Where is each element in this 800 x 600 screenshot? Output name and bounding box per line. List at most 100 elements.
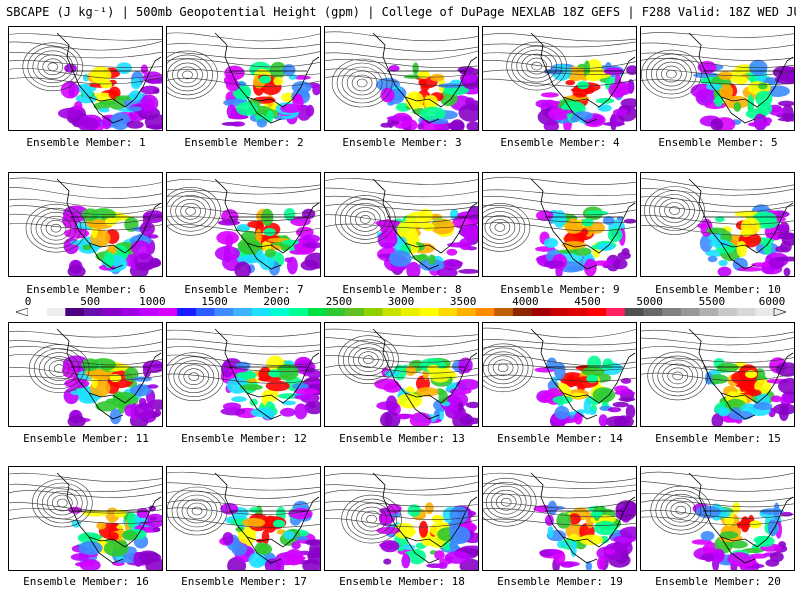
coastlines [530,178,636,270]
coastlines [688,32,794,124]
sbcape-shading [62,355,162,426]
sbcape-height-map [167,32,320,128]
sbcape-height-map [9,472,162,570]
sbcape-height-map [325,178,478,276]
colorbar-max-arrow [773,308,786,316]
colorbar-strip [16,308,786,316]
height-contours [167,329,320,401]
height-contours [641,178,794,236]
colorbar-segment [587,308,607,316]
ensemble-member-map [482,26,637,131]
ensemble-member-map [640,322,795,427]
colorbar-segment [438,308,458,316]
sbcape-height-map [641,471,794,570]
sbcape-height-map [325,328,478,426]
ensemble-member-map [166,172,321,277]
colorbar-segment [270,308,290,316]
height-contours [483,176,636,252]
colorbar-segment [363,308,383,316]
ensemble-member-label: Ensemble Member: 19 [497,575,623,588]
colorbar-tick-label: 5500 [698,295,726,308]
ensemble-member-map [482,466,637,571]
colorbar-tick-label: 4500 [574,295,601,308]
ensemble-member-label: Ensemble Member: 14 [497,432,623,445]
page-title: SBCAPE (J kg⁻¹) | 500mb Geopotential Hei… [6,5,796,19]
colorbar-min-arrow [16,308,29,316]
colorbar-segment [531,308,551,316]
sbcape-shading [535,59,636,130]
ensemble-member-map [324,322,479,427]
coastlines [56,32,162,124]
ensemble-member-map [8,172,163,277]
coastlines [56,472,162,564]
sbcape-height-map [483,327,636,426]
sbcape-height-map [483,32,636,130]
ensemble-member-label: Ensemble Member: 2 [184,136,304,149]
sbcape-height-map [483,176,636,276]
colorbar-tick-label: 4000 [512,295,539,308]
ensemble-member-map [640,26,795,131]
ensemble-member-label: Ensemble Member: 6 [26,283,146,296]
sbcape-height-map [9,177,162,276]
colorbar-segment [158,308,178,316]
coastlines [372,178,478,270]
height-contours [325,473,478,544]
colorbar-segment [121,308,141,316]
colorbar-segment [195,308,215,316]
colorbar-segment [494,308,514,316]
height-contours [9,33,162,92]
sbcape-shading [697,204,794,276]
colorbar-segment [718,308,737,316]
height-contours [641,471,794,535]
ensemble-member-label: Ensemble Member: 5 [658,136,778,149]
coastlines [214,32,320,124]
ensemble-member-map [482,322,637,427]
sbcape-shading [58,62,162,130]
colorbar-segment [643,308,663,316]
sbcape-shading [533,500,636,570]
colorbar-segment [214,308,234,316]
ensemble-member-map [166,26,321,131]
sbcape-shading [690,59,794,130]
colorbar-segment [624,308,644,316]
colorbar-segment [102,308,122,316]
coastlines [372,328,478,420]
sbcape-height-map [9,328,162,426]
colorbar-tick-label: 0 [24,295,32,308]
sbcape-shading [219,500,320,570]
colorbar-segment [46,308,66,316]
ensemble-member-map [324,466,479,571]
colorbar-segment [550,308,570,316]
height-contours [483,327,636,393]
colorbar-segment [419,308,439,316]
colorbar-tick-label: 1500 [201,295,228,308]
sbcape-height-map [325,472,478,570]
ensemble-member-label: Ensemble Member: 17 [181,575,307,588]
colorbar-segment [606,308,626,316]
ensemble-member-map [640,466,795,571]
height-contours [167,179,320,236]
colorbar-segment [345,308,364,316]
colorbar-segment [251,308,271,316]
colorbar-tick-label: 2500 [325,295,353,308]
coastlines [688,472,794,564]
sbcape-height-map [641,178,794,276]
height-contours [483,472,636,527]
colorbar-segment [568,308,588,316]
sbcape-shading [221,61,320,128]
sbcape-shading [705,357,794,426]
ensemble-member-label: Ensemble Member: 9 [500,283,620,296]
colorbar-segment [755,308,775,316]
colorbar-tick-label: 6000 [758,295,786,308]
coastlines [214,178,320,270]
coastlines [214,328,320,420]
ensemble-member-map [324,26,479,131]
ensemble-member-label: Ensemble Member: 16 [23,575,149,588]
height-contours [641,330,794,401]
ensemble-member-label: Ensemble Member: 10 [655,283,781,296]
colorbar-tick-label: 500 [80,295,101,308]
colorbar-segment [28,308,47,316]
coastlines [530,472,636,564]
sbcape-shading [375,206,478,276]
coastlines [56,328,162,420]
